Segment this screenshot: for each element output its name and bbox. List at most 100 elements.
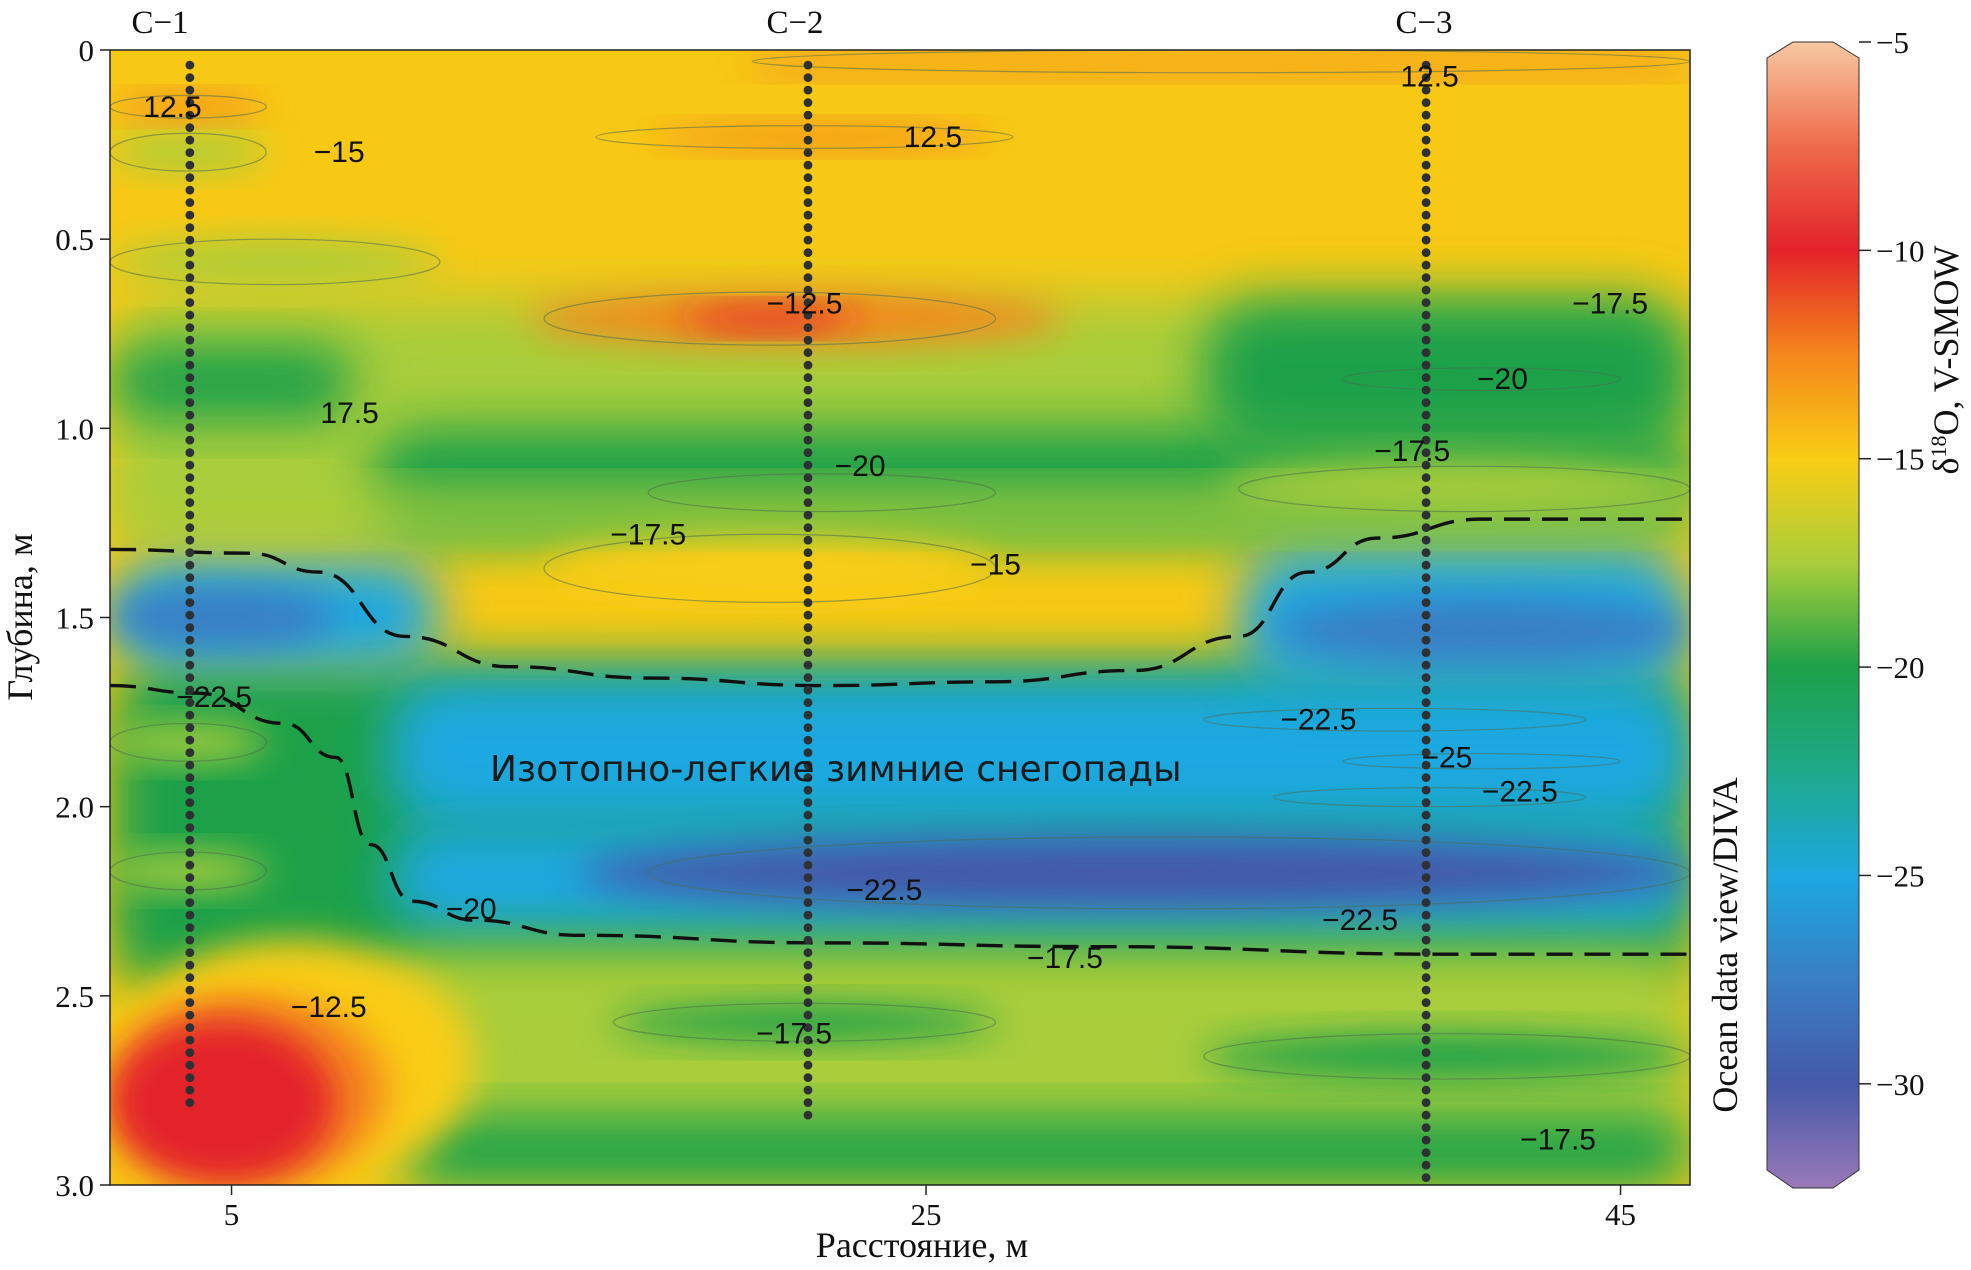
sample-point [185, 510, 195, 520]
sample-point [803, 973, 813, 983]
sample-point [185, 285, 195, 295]
sample-point [1421, 635, 1431, 645]
sample-point [185, 648, 195, 658]
sample-point [185, 1073, 195, 1083]
sample-point [803, 848, 813, 858]
sample-point [1421, 810, 1431, 820]
x-axis-label: Расстояние, м [816, 1225, 1028, 1265]
sample-point [803, 773, 813, 783]
sample-point [803, 285, 813, 295]
sample-point [1421, 935, 1431, 945]
sample-point [1421, 748, 1431, 758]
contour-line [1342, 753, 1622, 770]
sample-point [1421, 85, 1431, 95]
contour-label: −22.5 [1280, 704, 1356, 737]
contour-label: −25 [1421, 741, 1472, 774]
sample-point [803, 748, 813, 758]
sample-point [185, 398, 195, 408]
sample-point [1421, 160, 1431, 170]
sample-point [185, 898, 195, 908]
sample-point [1421, 123, 1431, 133]
sample-point [185, 335, 195, 345]
sample-point [803, 960, 813, 970]
sample-point [185, 110, 195, 120]
sample-point [185, 785, 195, 795]
sample-point [1421, 1098, 1431, 1108]
sample-point [803, 523, 813, 533]
sample-point [1421, 685, 1431, 695]
contour-label: 12.5 [1400, 60, 1458, 93]
sample-point [803, 273, 813, 283]
sample-point [185, 473, 195, 483]
colorbar-tick-label: −15 [1876, 442, 1924, 477]
field-patch [648, 125, 996, 149]
sample-point [1421, 1010, 1431, 1020]
sample-point [185, 1060, 195, 1070]
sample-point [1421, 973, 1431, 983]
sample-point [185, 598, 195, 608]
colorbar-title-prefix: δ [1926, 458, 1966, 475]
sample-point [803, 1085, 813, 1095]
sample-point [803, 73, 813, 83]
sample-point [185, 385, 195, 395]
sample-point [185, 923, 195, 933]
sample-point [185, 623, 195, 633]
sample-point [803, 223, 813, 233]
sample-point [1421, 923, 1431, 933]
sample-point [1421, 1148, 1431, 1158]
sample-point [803, 698, 813, 708]
sample-point [803, 1010, 813, 1020]
sample-point [803, 1048, 813, 1058]
sample-point [803, 798, 813, 808]
sample-point [185, 73, 195, 83]
sample-point [185, 123, 195, 133]
sample-point [185, 148, 195, 158]
sample-point [185, 273, 195, 283]
sample-point [1421, 248, 1431, 258]
sample-point [185, 685, 195, 695]
sample-point [803, 860, 813, 870]
sample-point [1421, 623, 1431, 633]
sample-point [185, 960, 195, 970]
plot-area: 12.5 −15 12.5 12.5 −12.5 −17.5 −20 17.5 −20 −17.5… [110, 50, 1690, 1185]
sample-point [803, 735, 813, 745]
sample-point [803, 98, 813, 108]
contour-label: 12.5 [904, 121, 962, 154]
sample-point [803, 248, 813, 258]
sample-point [803, 710, 813, 720]
sample-point [185, 1035, 195, 1045]
sample-point [1421, 585, 1431, 595]
sample-point [803, 385, 813, 395]
field-patch [405, 1116, 1690, 1185]
contour-label: −20 [446, 893, 497, 926]
sample-point [1421, 310, 1431, 320]
sample-point [185, 210, 195, 220]
contour-label: −20 [1477, 363, 1528, 396]
sample-point [803, 148, 813, 158]
sample-point [185, 985, 195, 995]
sample-point [1421, 1048, 1431, 1058]
sample-point [1421, 235, 1431, 245]
sample-point [185, 448, 195, 458]
contour-label: −12.5 [767, 287, 843, 320]
contour-label: −17.5 [1374, 435, 1450, 468]
sample-point [803, 448, 813, 458]
sample-point [803, 210, 813, 220]
sample-point [185, 798, 195, 808]
sample-point [1421, 148, 1431, 158]
sample-point [1421, 485, 1431, 495]
sample-point [1421, 210, 1431, 220]
sample-point [1421, 848, 1431, 858]
y-tick-label: 2.5 [55, 979, 94, 1014]
sample-point [1421, 510, 1431, 520]
colorbar-tick-label: −5 [1876, 25, 1909, 60]
colorbar-title-sup: 18 [1926, 436, 1951, 458]
sample-point [803, 298, 813, 308]
sample-point [803, 260, 813, 270]
sample-point [185, 560, 195, 570]
sample-point [1421, 498, 1431, 508]
sample-point [1421, 610, 1431, 620]
sample-point [1421, 1085, 1431, 1095]
sample-point [185, 1010, 195, 1020]
